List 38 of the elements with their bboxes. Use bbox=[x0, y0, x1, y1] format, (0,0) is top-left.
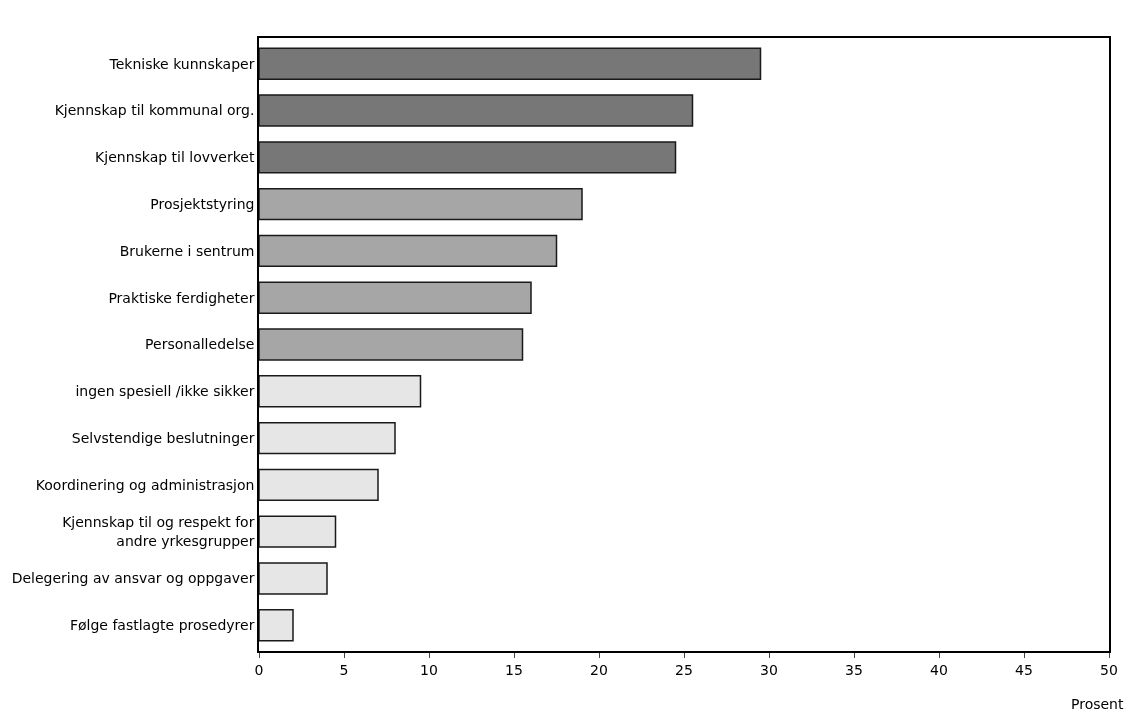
x-tick-label: 30 bbox=[760, 661, 778, 678]
y-tick-label: Delegering av ansvar og oppgaver bbox=[11, 570, 255, 587]
x-tick-label: 40 bbox=[930, 661, 948, 678]
bar bbox=[259, 562, 328, 595]
y-tick-label: Selvstendige beslutninger bbox=[71, 429, 255, 446]
bar bbox=[259, 141, 677, 174]
y-tick-label: Personalledelse bbox=[145, 336, 255, 353]
bar bbox=[259, 609, 294, 642]
bar bbox=[259, 421, 396, 455]
x-tick-label: 35 bbox=[845, 661, 863, 678]
y-tick-label: Koordinering og administrasjon bbox=[35, 476, 255, 493]
bar bbox=[259, 328, 524, 361]
y-tick-label: Følge fastlagte prosedyrer bbox=[69, 617, 255, 634]
bar bbox=[259, 375, 422, 408]
x-tick-label: 20 bbox=[590, 661, 608, 678]
y-tick-label: ingen spesiell /ikke sikker bbox=[75, 383, 255, 400]
y-tick-label: Tekniske kunnskaper bbox=[108, 55, 255, 72]
bar bbox=[259, 468, 379, 502]
bar bbox=[259, 234, 558, 268]
x-tick-label: 5 bbox=[339, 661, 349, 678]
x-axis-title: Prosent bbox=[1071, 696, 1124, 711]
x-tick-label: 50 bbox=[1100, 661, 1118, 678]
y-tick-label: Prosjektstyring bbox=[150, 196, 255, 213]
bar bbox=[259, 281, 532, 314]
y-tick-label: Kjennskap til kommunal org. bbox=[54, 102, 255, 119]
x-tick-label: 10 bbox=[420, 661, 438, 678]
x-tick-label: 45 bbox=[1015, 661, 1033, 678]
y-tick-label: Kjennskap til og respekt for andre yrkesgrupper bbox=[62, 514, 255, 549]
bar bbox=[259, 94, 694, 127]
x-tick-label: 15 bbox=[505, 661, 523, 678]
y-tick-label: Kjennskap til lovverket bbox=[95, 149, 255, 166]
bar bbox=[259, 47, 762, 80]
y-tick-label: Brukerne i sentrum bbox=[119, 242, 255, 259]
x-tick-label: 0 bbox=[254, 661, 264, 678]
y-tick-label: Praktiske ferdigheter bbox=[108, 289, 255, 306]
x-tick-label: 25 bbox=[675, 661, 693, 678]
bar bbox=[259, 187, 583, 221]
bar bbox=[259, 515, 337, 548]
